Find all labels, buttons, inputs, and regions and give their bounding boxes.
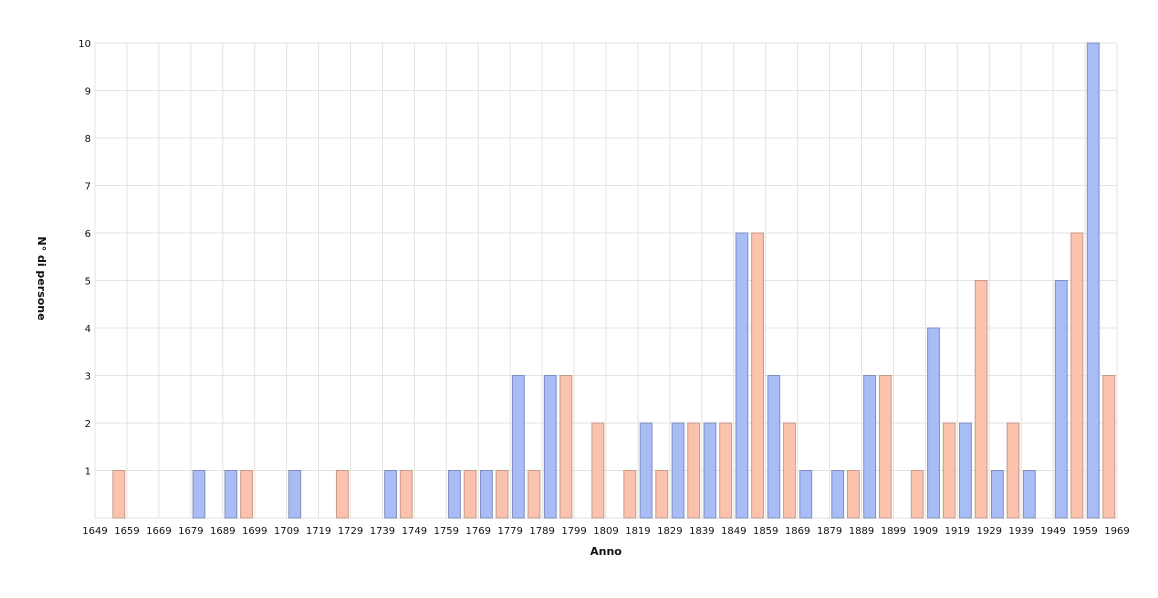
y-tick-label: 2 (85, 419, 91, 430)
x-tick-label: 1829 (657, 526, 682, 537)
bar-series-1-1944 (1022, 470, 1036, 519)
y-axis-ticks: 1 2 3 4 5 6 7 8 9 10 (78, 39, 91, 478)
y-axis-title: N° di persone (35, 236, 48, 320)
bar-series-2-1964 (1102, 375, 1116, 519)
bar-series-2-1914 (942, 422, 956, 519)
bar-series-2-1834 (687, 422, 701, 519)
bar-series-1-1694 (224, 470, 238, 519)
x-tick-label: 1929 (977, 526, 1002, 537)
y-tick-label: 9 (85, 87, 91, 98)
x-tick-label: 1649 (82, 526, 107, 537)
bar-series-2-1844 (719, 422, 733, 519)
x-axis-ticks: 1649 1659 1669 1679 1689 1699 1709 1719 1729 1739… (82, 526, 1129, 537)
bar-series-2-1784 (527, 470, 541, 519)
x-tick-label: 1949 (1040, 526, 1065, 537)
x-tick-label: 1819 (625, 526, 650, 537)
x-tick-label: 1689 (210, 526, 235, 537)
bar-series-2-1774 (495, 470, 509, 519)
x-tick-label: 1869 (785, 526, 810, 537)
bar-series-1-1714 (288, 470, 302, 519)
x-tick-label: 1749 (402, 526, 427, 537)
x-tick-label: 1859 (753, 526, 778, 537)
x-tick-label: 1789 (529, 526, 554, 537)
x-tick-label: 1919 (945, 526, 970, 537)
x-tick-label: 1709 (274, 526, 299, 537)
x-axis-title: Anno (590, 545, 622, 558)
bar-series-2-1854 (751, 232, 764, 519)
bar-series-2-1894 (878, 375, 892, 519)
x-tick-label: 1769 (466, 526, 491, 537)
bar-series-1-1844 (703, 422, 717, 519)
x-tick-label: 1759 (434, 526, 459, 537)
bar-series-1-1924 (959, 422, 972, 519)
bar-series-2-1654 (112, 470, 126, 519)
bar-series-2-1904 (910, 470, 924, 519)
x-tick-label: 1889 (849, 526, 874, 537)
y-tick-label: 5 (85, 277, 91, 288)
x-tick-label: 1779 (497, 526, 522, 537)
bar-series-1-1744 (384, 470, 397, 519)
x-tick-label: 1899 (881, 526, 906, 537)
bar-series-2-1804 (591, 422, 605, 519)
x-tick-label: 1799 (561, 526, 586, 537)
bar-series-1-1964 (1086, 42, 1100, 519)
bar-series-2-1794 (559, 375, 573, 519)
x-tick-label: 1659 (114, 526, 139, 537)
y-tick-label: 7 (85, 182, 91, 193)
bar-series-1-1784 (511, 375, 525, 519)
bar-series-2-1924 (974, 280, 988, 519)
bar-series-1-1824 (639, 422, 653, 519)
bar-series-2-1884 (846, 470, 860, 519)
x-tick-label: 1939 (1008, 526, 1033, 537)
x-tick-label: 1729 (338, 526, 363, 537)
bar-series-1-1764 (448, 470, 461, 519)
bar-series-2-1934 (1006, 422, 1020, 519)
x-tick-label: 1909 (913, 526, 938, 537)
y-tick-label: 8 (85, 134, 91, 145)
bar-series-1-1684 (192, 470, 206, 519)
bar-series-1-1914 (927, 327, 940, 519)
grid (94, 42, 1118, 519)
x-tick-label: 1879 (817, 526, 842, 537)
bar-series-2-1744 (399, 470, 413, 519)
bar-series-2-1864 (783, 422, 796, 519)
bars (112, 42, 1116, 519)
bar-series-2-1694 (240, 470, 253, 519)
bar-series-2-1724 (335, 470, 349, 519)
x-tick-label: 1679 (178, 526, 203, 537)
x-tick-label: 1809 (593, 526, 618, 537)
bar-series-1-1864 (767, 375, 781, 519)
bar-series-2-1764 (463, 470, 477, 519)
bar-series-2-1954 (1070, 232, 1084, 519)
bar-series-1-1934 (990, 470, 1004, 519)
bar-series-1-1834 (671, 422, 685, 519)
bar-series-1-1954 (1054, 280, 1068, 519)
y-tick-label: 1 (85, 467, 91, 478)
x-tick-label: 1839 (689, 526, 714, 537)
bar-series-2-1824 (655, 470, 669, 519)
bar-series-1-1774 (479, 470, 493, 519)
x-tick-label: 1959 (1072, 526, 1097, 537)
y-tick-label: 3 (85, 372, 91, 383)
y-tick-label: 4 (85, 324, 91, 335)
x-tick-label: 1969 (1104, 526, 1129, 537)
x-tick-label: 1719 (306, 526, 331, 537)
x-tick-label: 1669 (146, 526, 171, 537)
bar-series-1-1854 (735, 232, 749, 519)
y-tick-label: 10 (78, 39, 91, 50)
bar-series-1-1894 (863, 375, 877, 519)
x-tick-label: 1849 (721, 526, 746, 537)
bar-series-1-1884 (831, 470, 845, 519)
bar-series-1-1794 (543, 375, 557, 519)
bar-series-1-1874 (799, 470, 813, 519)
y-tick-label: 6 (85, 229, 91, 240)
x-tick-label: 1699 (242, 526, 267, 537)
x-tick-label: 1739 (370, 526, 395, 537)
bar-series-2-1814 (623, 470, 637, 519)
